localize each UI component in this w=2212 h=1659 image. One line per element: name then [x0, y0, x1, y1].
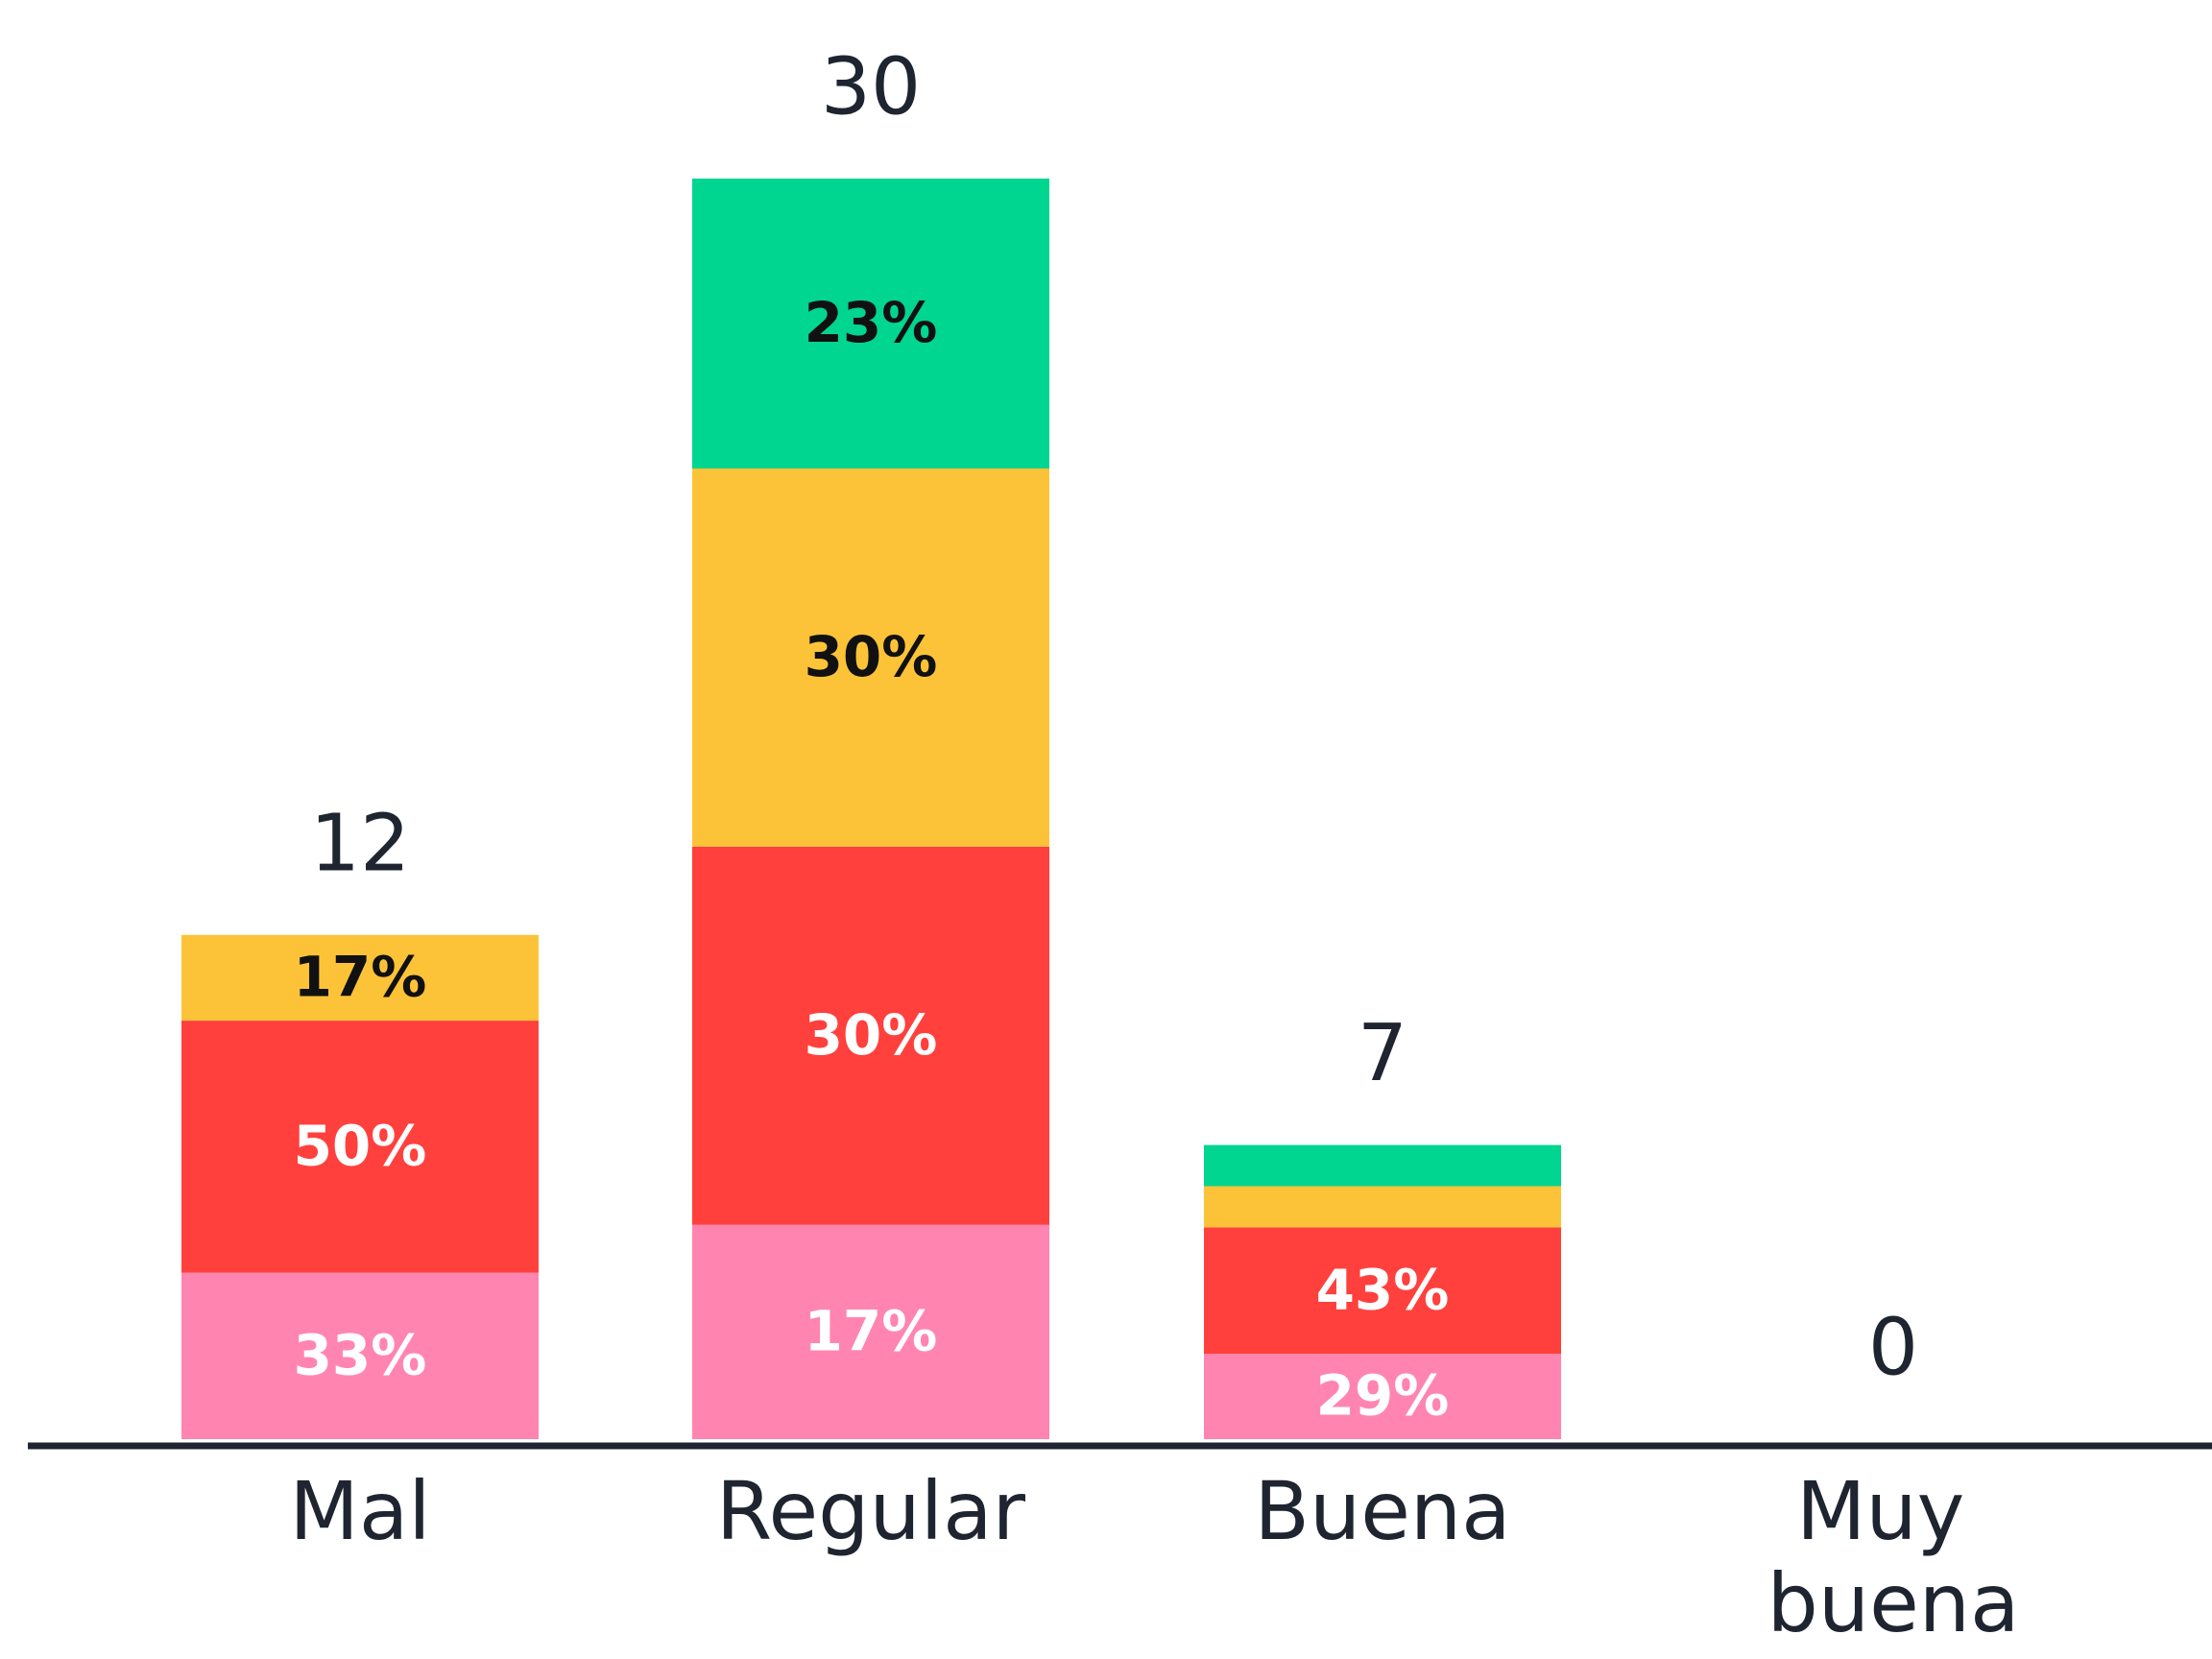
- bar-segment: [181, 934, 539, 1022]
- bar-segment: [692, 1224, 1049, 1439]
- x-tick-label-line: buena: [1767, 1556, 2020, 1650]
- bar-segment: [692, 468, 1049, 847]
- segment-label: 43%: [1316, 1257, 1450, 1322]
- bar-segment: [692, 846, 1049, 1225]
- x-tick-label: Buena: [1254, 1464, 1510, 1558]
- bar-segment: [1204, 1144, 1561, 1187]
- segment-label: 33%: [294, 1322, 427, 1387]
- bar-segment: [1204, 1354, 1561, 1439]
- bar-segment: [181, 1021, 539, 1273]
- segment-label: 50%: [294, 1113, 427, 1178]
- x-tick-label: Mal: [289, 1464, 430, 1558]
- segment-label: 30%: [805, 1002, 938, 1068]
- x-tick-label-line: Muy: [1796, 1464, 1990, 1558]
- bar-segment: [1204, 1227, 1561, 1355]
- bar-segment: [692, 179, 1049, 469]
- x-tick-label: Muy buena: [1767, 1464, 2020, 1650]
- segment-label: 30%: [805, 624, 938, 689]
- total-label: 30: [821, 41, 921, 132]
- total-label: 0: [1868, 1302, 1918, 1393]
- total-label: 7: [1358, 1008, 1407, 1099]
- total-label: 12: [310, 798, 410, 889]
- segment-label: 17%: [294, 945, 427, 1010]
- segment-label: 23%: [805, 290, 938, 355]
- segment-label: 29%: [1316, 1363, 1450, 1429]
- segment-label: 17%: [805, 1299, 938, 1364]
- bar-segment: [1204, 1186, 1561, 1228]
- x-tick-label: Regular: [716, 1464, 1026, 1558]
- bar-segment: [181, 1272, 539, 1439]
